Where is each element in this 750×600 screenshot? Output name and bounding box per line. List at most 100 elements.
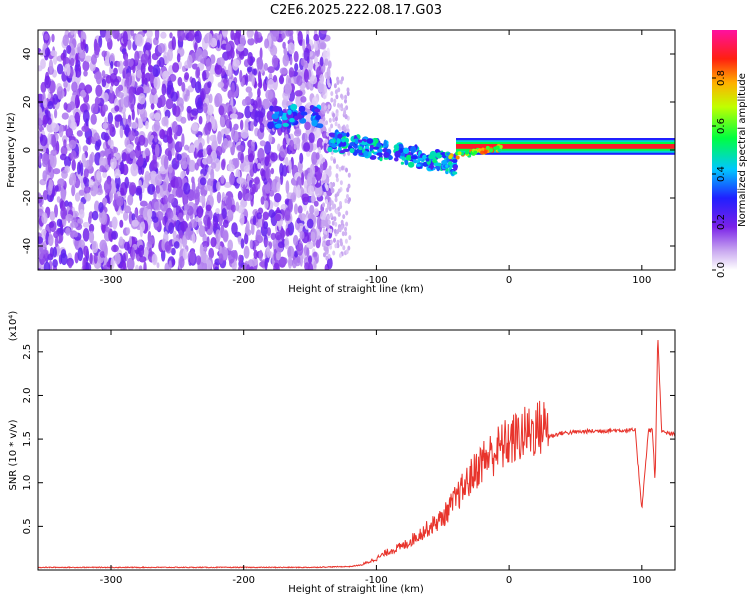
spectrogram-signal-cell <box>430 163 434 170</box>
spectrogram-noise-cell <box>306 241 314 250</box>
spectrogram-noise-cell <box>266 152 271 164</box>
spectrogram-noise-cell <box>153 120 160 132</box>
spectrogram-noise-cell <box>232 59 240 67</box>
x-tick-label: -100 <box>365 275 388 286</box>
spectrogram-noise-cell <box>61 112 69 120</box>
spectrogram-noise-cell <box>105 226 110 233</box>
spectrogram-noise-cell <box>328 165 332 171</box>
spectrogram-noise-cell <box>154 135 158 143</box>
spectrogram-noise-cell <box>165 98 174 110</box>
spectrogram-noise-cell <box>344 114 348 120</box>
spectrogram-noise-cell <box>249 266 255 270</box>
spectrogram-noise-cell <box>266 110 274 121</box>
spectrogram-noise-cell <box>281 32 286 40</box>
spectrogram-noise-cell <box>313 33 320 42</box>
spectrogram-noise-cell <box>330 123 334 129</box>
spectrogram-noise-cell <box>270 232 276 241</box>
spectrogram-noise-cell <box>274 213 282 222</box>
spectrogram-noise-cell <box>169 32 173 39</box>
spectrogram-noise-cell <box>180 116 187 124</box>
spectrogram-noise-cell <box>186 154 190 165</box>
spectrogram-noise-cell <box>201 49 208 59</box>
spectrogram-noise-cell <box>56 196 61 203</box>
spectrogram-noise-cell <box>218 213 223 226</box>
x-tick-label: -200 <box>232 275 255 286</box>
spectrogram-noise-cell <box>150 87 157 96</box>
spectrogram-noise-cell <box>53 231 59 239</box>
spectrogram-noise-cell <box>344 98 347 104</box>
spectrogram-noise-cell <box>346 128 350 134</box>
spectrogram-noise-cell <box>161 116 169 127</box>
snr-y-axis-label: SNR (10 * v/v) <box>8 419 19 490</box>
spectrogram-signal-cell <box>336 137 341 145</box>
y-tick-label: 0.5 <box>22 518 33 534</box>
spectrogram-noise-cell <box>228 250 235 264</box>
spectrogram-signal-cell <box>367 151 372 157</box>
spectrogram-noise-cell <box>340 93 343 99</box>
spectrogram-noise-cell <box>325 207 329 213</box>
spectrogram-noise-cell <box>337 123 341 129</box>
spectrogram-noise-cell <box>191 77 197 89</box>
spectrogram-noise-cell <box>244 192 253 202</box>
spectrogram-noise-cell <box>325 184 329 190</box>
spectrogram-signal-cell <box>290 103 298 111</box>
spectrogram-noise-cell <box>202 148 208 158</box>
spectrogram-noise-cell <box>184 144 189 151</box>
spectrogram-noise-cell <box>348 235 352 241</box>
spectrogram-noise-cell <box>254 176 260 185</box>
x-tick-label: 0 <box>506 275 512 286</box>
spectrogram-noise-cell <box>71 159 76 171</box>
spectrogram-noise-cell <box>326 66 331 81</box>
spectrogram-noise-cell <box>174 176 183 190</box>
spectrogram-noise-cell <box>147 54 152 67</box>
y-tick-label: -20 <box>22 190 33 206</box>
colorbar-ticks: 0.0 0.2 0.4 0.6 0.8 <box>712 70 727 278</box>
x-tick-label: -300 <box>100 575 123 586</box>
spectrogram-signal-cell <box>357 139 363 143</box>
spectrogram-noise-cell <box>252 68 257 76</box>
spectrogram-noise-cell <box>288 198 294 213</box>
spectrogram-noise-cell <box>344 94 348 100</box>
spectrogram-noise-cell <box>340 103 343 109</box>
spectrogram-noise-cell <box>74 94 80 109</box>
spectrogram-noise-cell <box>262 98 270 110</box>
spectrogram-noise-cell <box>154 30 160 41</box>
spectrogram-noise-cell <box>221 208 227 220</box>
spectrogram-noise-cell <box>59 153 67 161</box>
snr-x-ticks: -300 -200 -100 0 100 <box>100 330 651 586</box>
spectrogram-noise-cell <box>265 89 274 100</box>
spectrogram-noise-cell <box>287 42 295 55</box>
spectrogram-noise-cell <box>91 210 99 221</box>
spectrogram-noise-cell <box>93 180 99 195</box>
spectrogram-noise-cell <box>74 192 81 202</box>
spectrogram-noise-cell <box>222 138 229 150</box>
spectrogram-noise-cell <box>253 118 258 127</box>
spectrogram-signal-cell <box>383 151 390 158</box>
spectrogram-noise-cell <box>236 144 245 151</box>
spectrogram-noise-cell <box>322 202 326 208</box>
spectrogram-noise-cell <box>285 180 290 195</box>
spectrogram-noise-cell <box>153 76 161 90</box>
spectrogram-noise-cell <box>82 109 90 123</box>
spectrogram-noise-cell <box>311 176 316 185</box>
spectrogram-noise-cell <box>338 227 342 233</box>
spectrogram-noise-cell <box>154 174 163 186</box>
spectrogram-noise-cell <box>333 216 337 222</box>
spectrogram-signal-cell <box>441 159 448 165</box>
spectrogram-noise-cell <box>251 141 255 152</box>
spectrogram-noise-cell <box>329 244 333 250</box>
spectrogram-noise-cell <box>338 253 342 258</box>
spectrogram-noise-cell <box>99 184 103 194</box>
spectrogram-noise-cell <box>130 121 138 129</box>
spectrogram-noise-cell <box>185 227 192 241</box>
spectrogram-noise-cell <box>334 89 338 95</box>
spectrogram-noise-cell <box>167 48 173 62</box>
snr-y-ticks: 0.5 1.0 1.5 2.0 2.5 <box>22 344 675 534</box>
spectrogram-signal-cell <box>354 138 359 145</box>
spectrogram-noise-cell <box>243 245 250 259</box>
spectrogram-noise-cell <box>191 122 199 132</box>
spectrogram-noise-cell <box>313 251 318 258</box>
spectrogram-noise-cell <box>230 204 236 213</box>
spectrogram-signal-cell <box>346 132 350 138</box>
